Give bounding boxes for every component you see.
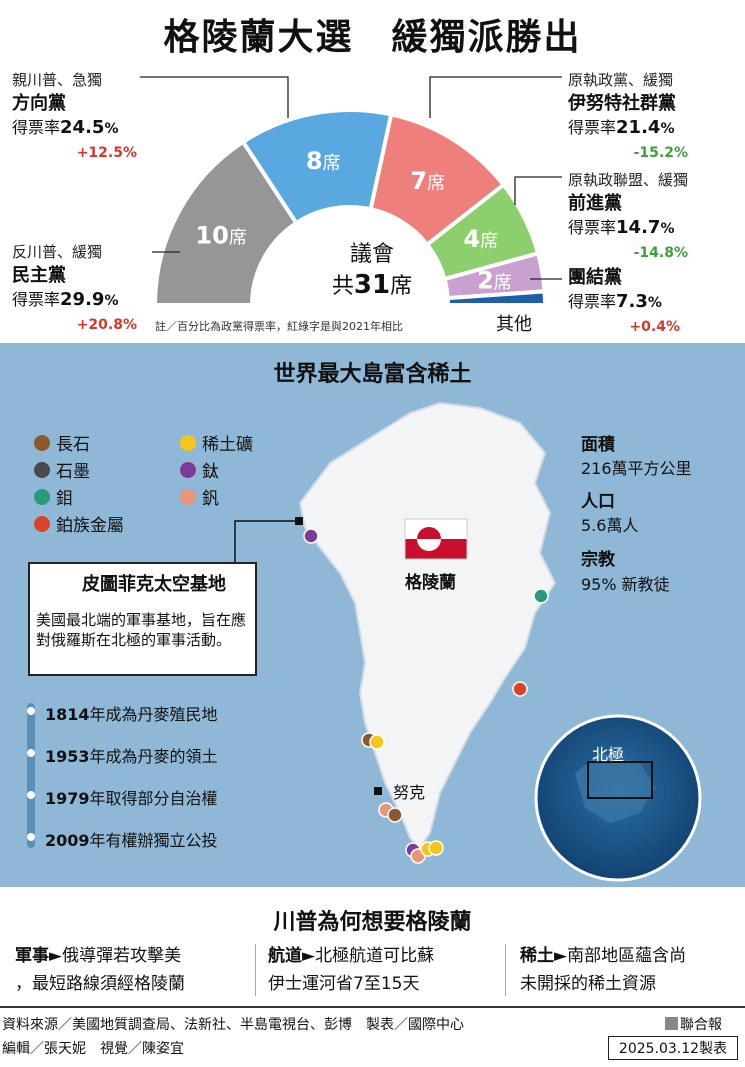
reason-shipping: 航道►北極航道可比蘇 伊士運河省7至15天 (268, 946, 435, 994)
party-stance: 親川普、急獨 (12, 71, 103, 89)
legend-dot (34, 488, 50, 505)
timeline-bar (27, 703, 35, 848)
pituffik-info-box (28, 562, 257, 676)
feldspar-dot (387, 807, 403, 823)
seat-chart: 10席 8席 7席 4席 2席 (140, 76, 562, 307)
greenland-shape (298, 401, 557, 850)
greenland-flag-icon (404, 518, 468, 560)
slice-other (445, 289, 548, 307)
leader-line (514, 176, 562, 205)
legend-dot (34, 434, 50, 451)
titanium-dot (303, 528, 319, 544)
party-name: 民主黨 (12, 265, 66, 286)
seat-label: 8席 (306, 147, 341, 175)
timeline-item: 1979年取得部分自治權 (45, 789, 218, 808)
party-name: 前進黨 (568, 193, 622, 214)
fact-label-religion: 宗教 (581, 550, 615, 570)
legend-item: 鉑族金屬 (34, 511, 124, 536)
slice-democrats (152, 139, 300, 307)
party-block-direction: 親川普、急獨 方向黨 得票率24.5% +12.5% (12, 68, 137, 165)
party-block-democrats: 反川普、緩獨 民主黨 得票率29.9% +20.8% (12, 240, 137, 337)
rare-earth-dot (369, 734, 385, 750)
party-name: 伊努特社群黨 (568, 93, 676, 114)
legend-item: 稀土礦 (180, 430, 253, 455)
editor-credit: 編輯／張天妮 視覺／陳姿宜 (2, 1041, 184, 1057)
mineral-dots (303, 528, 549, 864)
party-change: +12.5% (76, 145, 137, 161)
pituffik-title: 皮圖菲克太空基地 (82, 574, 226, 595)
brand-name: 聯合報 (680, 1017, 722, 1033)
legend-dot (180, 461, 196, 478)
seat-label: 4席 (464, 225, 499, 253)
fact-value-religion: 95% 新教徒 (581, 575, 670, 594)
pgm-dot (512, 681, 528, 697)
legend-item: 鉬 (34, 484, 73, 509)
nuuk-marker (374, 787, 382, 795)
brand-mark (665, 1017, 678, 1030)
party-change: +20.8% (76, 317, 137, 333)
center-label-total: 共31席 (331, 270, 413, 300)
nuuk-label: 努克 (393, 783, 426, 802)
arctic-label: 北極 (592, 745, 625, 764)
why-divider (255, 944, 256, 996)
footer-divider (0, 1006, 745, 1008)
timeline-item: 1953年成為丹麥的領土 (45, 747, 218, 766)
date-stamp: 2025.03.12製表 (608, 1036, 738, 1060)
fact-label-area: 面積 (581, 435, 615, 455)
legend-item: 長石 (34, 430, 90, 455)
fact-label-population: 人口 (581, 492, 615, 512)
leader-line (429, 76, 562, 118)
seat-label: 7席 (410, 167, 445, 195)
why-divider (505, 944, 506, 996)
timeline-item: 2009年有權辦獨立公投 (45, 831, 218, 850)
legend-dot (34, 461, 50, 478)
party-name: 團結黨 (568, 267, 622, 288)
chart-note: 註／百分比為政黨得票率，紅綠字是與2021年相比 (155, 320, 403, 333)
party-change: +0.4% (629, 319, 680, 335)
other-label: 其他 (496, 314, 532, 335)
rare-earth-dot (428, 840, 444, 856)
pituffik-description: 美國最北端的軍事基地，旨在應對俄羅斯在北極的軍事活動。 (36, 611, 247, 649)
party-block-forward: 原執政聯盟、緩獨 前進黨 得票率14.7% -14.8% (568, 168, 688, 265)
leader-line (140, 76, 289, 118)
party-name: 方向黨 (12, 93, 66, 114)
legend-dot (180, 434, 196, 451)
party-change: -14.8% (633, 245, 688, 261)
map-title: 世界最大島富含稀土 (273, 362, 472, 387)
party-stance: 反川普、緩獨 (12, 243, 103, 261)
party-stance: 原執政聯盟、緩獨 (568, 171, 689, 189)
timeline-item: 1814年成為丹麥殖民地 (45, 705, 218, 724)
party-change: -15.2% (633, 145, 688, 161)
source-credit: 資料來源／美國地質調查局、法新社、半島電視台、彭博 製表／國際中心 (2, 1017, 464, 1033)
party-block-ia: 原執政黨、緩獨 伊努特社群黨 得票率21.4% -15.2% (568, 68, 688, 165)
molybdenum-dot (533, 588, 549, 604)
reason-military: 軍事►俄導彈若攻擊美 ，最短路線須經格陵蘭 (15, 946, 185, 994)
reason-rare-earth: 稀土►南部地區蘊含尚 未開採的稀土資源 (520, 946, 687, 994)
legend-dot (180, 488, 196, 505)
seat-label: 2席 (477, 266, 512, 294)
why-title: 川普為何想要格陵蘭 (273, 910, 472, 935)
legend-item: 鈦 (180, 457, 219, 482)
center-label-parliament: 議會 (349, 242, 394, 267)
fact-value-area: 216萬平方公里 (581, 459, 692, 478)
fact-value-population: 5.6萬人 (581, 516, 639, 535)
legend-item: 釩 (180, 484, 219, 509)
greenland-label: 格陵蘭 (405, 573, 456, 593)
legend-item: 石墨 (34, 457, 90, 482)
page-title: 格陵蘭大選 緩獨派勝出 (163, 17, 582, 58)
legend-dot (34, 515, 50, 532)
party-stance: 原執政黨、緩獨 (568, 71, 674, 89)
arctic-box (587, 761, 653, 799)
seat-label: 10席 (195, 221, 246, 249)
party-block-unity: 團結黨 得票率7.3% +0.4% (568, 266, 680, 339)
